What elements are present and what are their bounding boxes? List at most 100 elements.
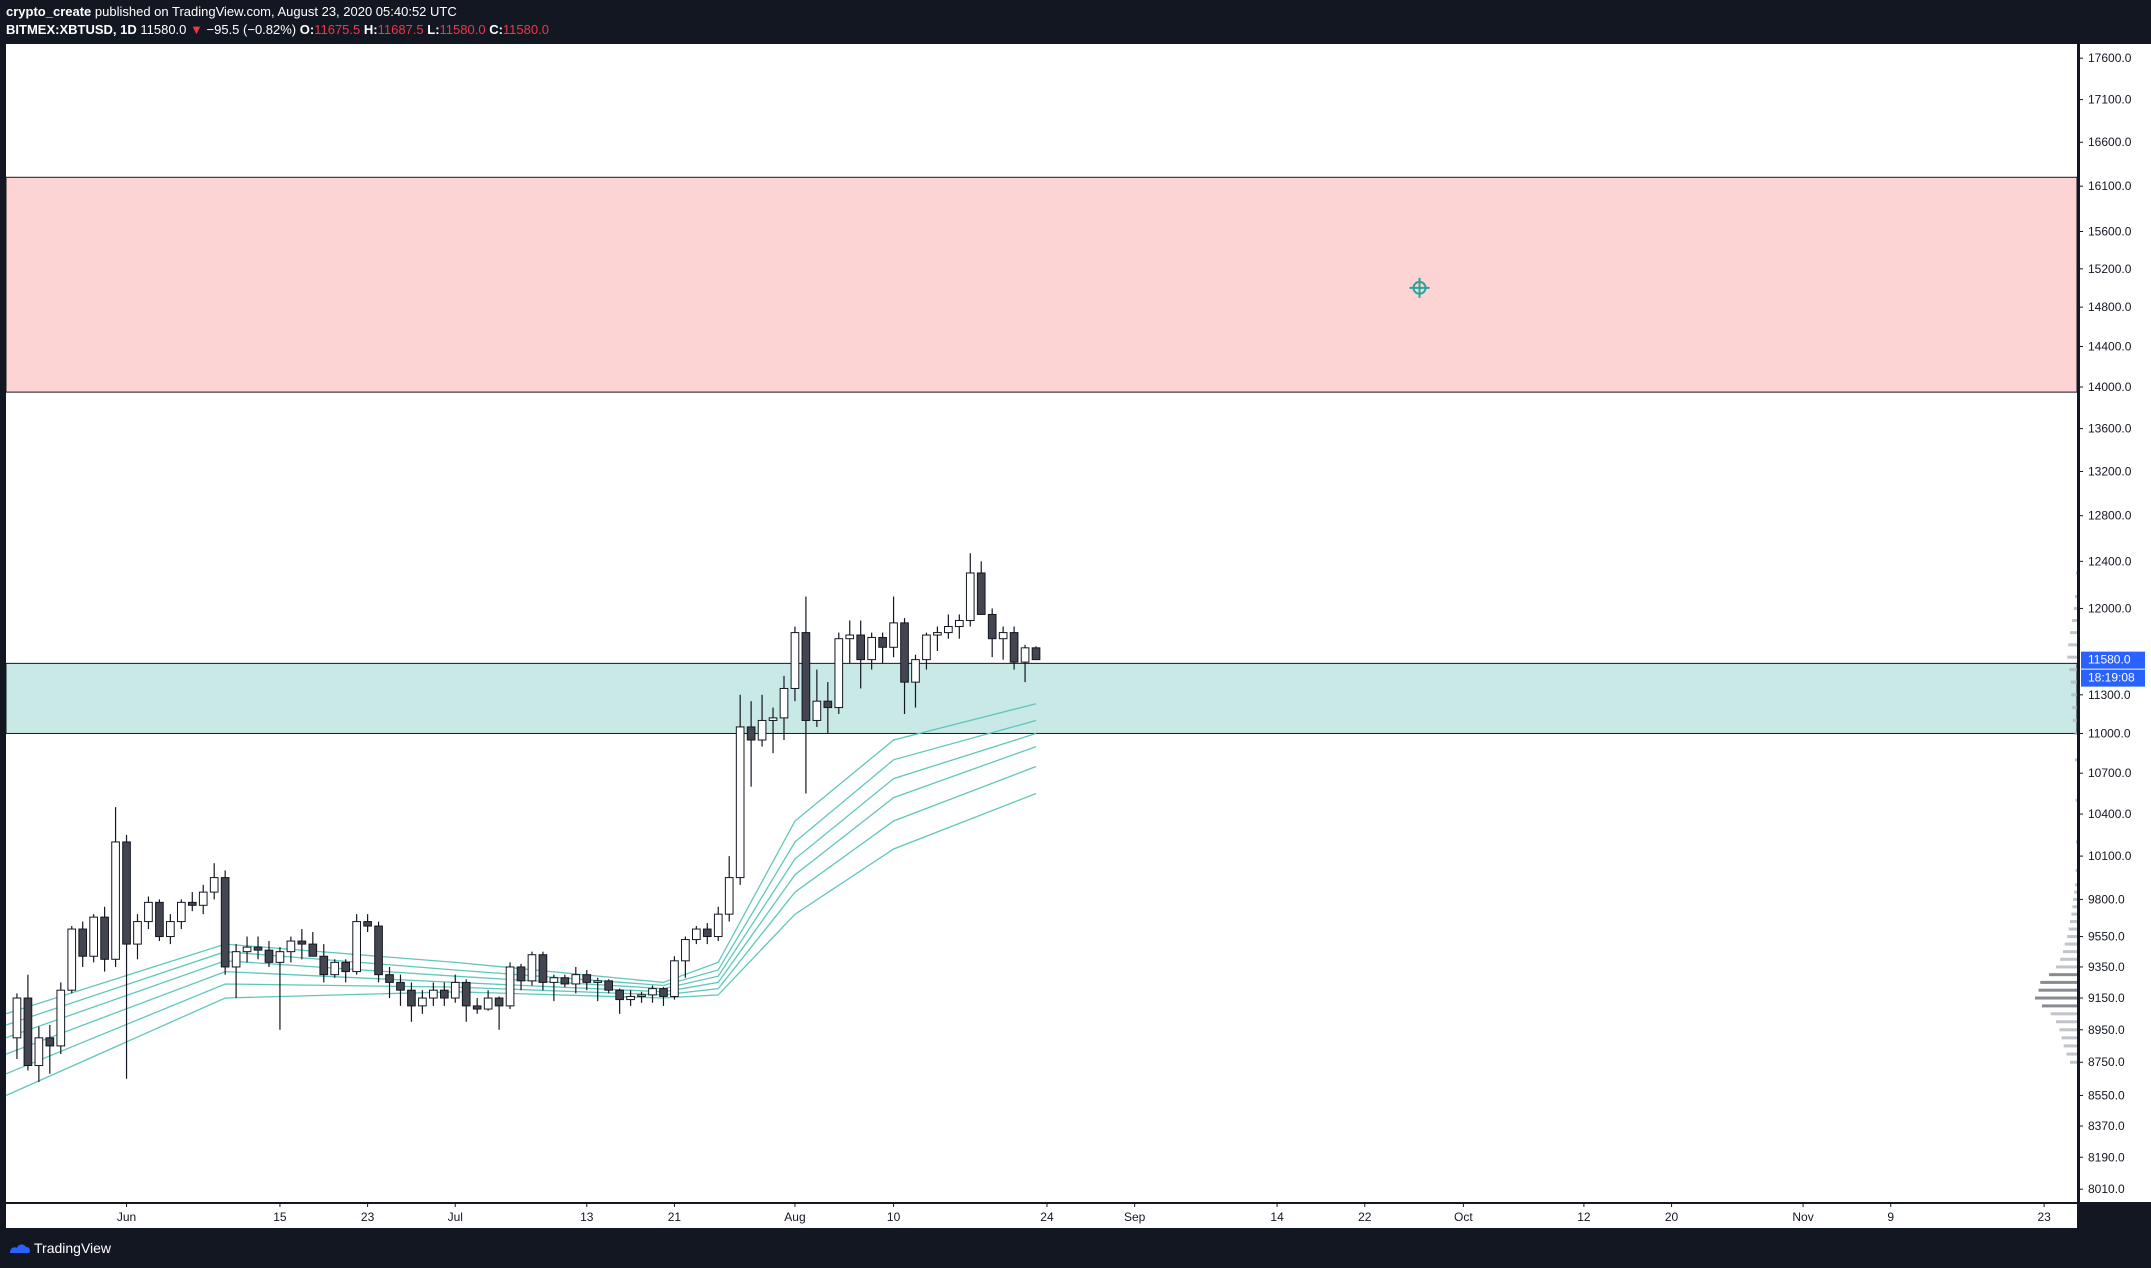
time-axis-background[interactable] <box>6 1204 2077 1228</box>
volume-profile-bar <box>2070 680 2077 684</box>
candle-body <box>198 891 208 906</box>
high-label: H: <box>363 22 378 37</box>
candle-body <box>483 997 493 1010</box>
volume-profile-bar <box>2035 996 2077 1000</box>
author-name[interactable]: crypto_create <box>6 4 92 19</box>
volume-profile-bar <box>2068 927 2077 931</box>
price-axis-background[interactable] <box>2080 44 2151 1202</box>
candle-body <box>308 943 318 957</box>
candle-body <box>998 632 1008 640</box>
time-tick-label: 23 <box>361 1210 375 1224</box>
volume-profile-bar <box>2063 1044 2077 1048</box>
close-label: C: <box>489 22 503 37</box>
candle-body <box>746 726 756 741</box>
candle-body <box>100 916 109 960</box>
published-text: published on TradingView.com, August 23,… <box>94 4 457 19</box>
candle-body <box>78 928 88 957</box>
candle-body <box>12 997 22 1039</box>
volume-profile-bar <box>2075 840 2077 844</box>
volume-profile-bar <box>2072 905 2077 909</box>
candle-body <box>976 572 986 615</box>
volume-profile-bar <box>2074 731 2077 735</box>
volume-profile-bar <box>2040 980 2077 984</box>
candle-body <box>319 955 329 976</box>
time-tick-label: 23 <box>2037 1210 2051 1224</box>
tradingview-logo-icon[interactable] <box>8 1240 32 1256</box>
candle-body <box>34 1037 44 1067</box>
candle-body <box>538 954 548 983</box>
time-tick-label: 14 <box>1270 1210 1284 1224</box>
candle-body <box>516 966 526 982</box>
time-tick-label: 9 <box>1887 1210 1894 1224</box>
time-tick-label: 20 <box>1665 1210 1679 1224</box>
price-tick-label: 8190.0 <box>2088 1150 2125 1164</box>
volume-profile-bar <box>2038 988 2077 992</box>
price-tick-label: 11300.0 <box>2088 688 2131 702</box>
ema-ribbon-line <box>5 719 1037 1026</box>
close-value: 11580.0 <box>502 22 549 37</box>
tradingview-brand[interactable]: TradingView <box>34 1240 112 1256</box>
candles-layer <box>12 553 1041 1083</box>
candle-body <box>429 989 438 999</box>
ema-ribbon-line <box>5 745 1037 1055</box>
candle-body <box>768 717 778 721</box>
volume-profile-bar <box>2072 706 2077 710</box>
price-chart[interactable]: 17600.0 17100.0 16600.0 16100.0 15600.0 15200… <box>0 42 2151 1230</box>
candle-body <box>922 634 931 661</box>
time-tick-label: 21 <box>668 1210 682 1224</box>
volume-profile-bar <box>2071 912 2077 916</box>
ema-ribbon <box>5 703 1037 1097</box>
price-tick-label: 12400.0 <box>2088 554 2132 568</box>
down-arrow-icon: ▼ <box>190 22 203 37</box>
volume-profile-bar <box>2061 1036 2077 1040</box>
candle-body <box>987 613 997 640</box>
candle-body <box>166 921 175 938</box>
ema-ribbon-line <box>5 732 1037 1039</box>
volume-profile-bar <box>2066 1052 2077 1056</box>
candle-body <box>965 572 975 621</box>
candle-body <box>878 636 887 648</box>
time-tick-label: 22 <box>1358 1210 1372 1224</box>
candle-body <box>582 974 592 983</box>
crosshair-move-icon[interactable] <box>1409 277 1430 298</box>
volume-profile-bar <box>2074 595 2077 599</box>
volume-profile-bar <box>2070 631 2077 635</box>
candle-body <box>494 997 504 1007</box>
candle-body <box>856 634 866 661</box>
candle-body <box>23 997 33 1067</box>
price-tick-label: 10100.0 <box>2088 849 2132 863</box>
volume-profile-bar <box>2060 957 2077 961</box>
price-tick-label: 16100.0 <box>2088 179 2132 193</box>
price-tick-label: 12800.0 <box>2088 509 2132 523</box>
candle-body <box>1031 647 1041 661</box>
last-price-label: 11580.0 <box>2088 653 2131 667</box>
candle-body <box>713 913 723 938</box>
price-tick-label: 9550.0 <box>2088 930 2125 944</box>
candle-body <box>604 980 614 991</box>
countdown-badge <box>2081 669 2145 687</box>
publish-line: crypto_create published on TradingView.c… <box>6 4 457 19</box>
candle-body <box>944 626 953 634</box>
candle-body <box>297 940 307 945</box>
candle-body <box>89 916 98 957</box>
candle-body <box>461 981 471 1007</box>
time-axis[interactable]: Jun 15 23 Jul 13 21 Aug 10 24 Sep 14 22 Oct 12 20 Nov 9 2… <box>117 1203 2051 1224</box>
volume-profile-bar <box>2074 883 2077 887</box>
candle-body <box>933 632 942 636</box>
candle-body <box>209 877 219 893</box>
price-tick-label: 10400.0 <box>2088 807 2132 821</box>
chart-area[interactable]: 17600.0 17100.0 16600.0 16100.0 15600.0 15200… <box>0 42 2151 1230</box>
candle-body <box>845 634 855 640</box>
candle-body <box>450 981 460 999</box>
ohlc-line: BITMEX:XBTUSD, 1D 11580.0 ▼ −95.5 (−0.82… <box>6 22 549 37</box>
low-value: 11580.0 <box>439 22 486 37</box>
candle-body <box>439 989 449 999</box>
candle-body <box>648 988 657 996</box>
volume-profile-bar <box>2068 643 2077 647</box>
price-tick-label: 12000.0 <box>2088 601 2132 615</box>
symbol-label[interactable]: BITMEX:XBTUSD, 1D <box>6 22 137 37</box>
volume-profile-bar <box>2073 606 2077 610</box>
price-tick-label: 14800.0 <box>2088 300 2132 314</box>
price-axis[interactable]: 17600.0 17100.0 16600.0 16100.0 15600.0 15200… <box>2079 51 2132 1196</box>
price-tick-label: 13600.0 <box>2088 422 2132 436</box>
